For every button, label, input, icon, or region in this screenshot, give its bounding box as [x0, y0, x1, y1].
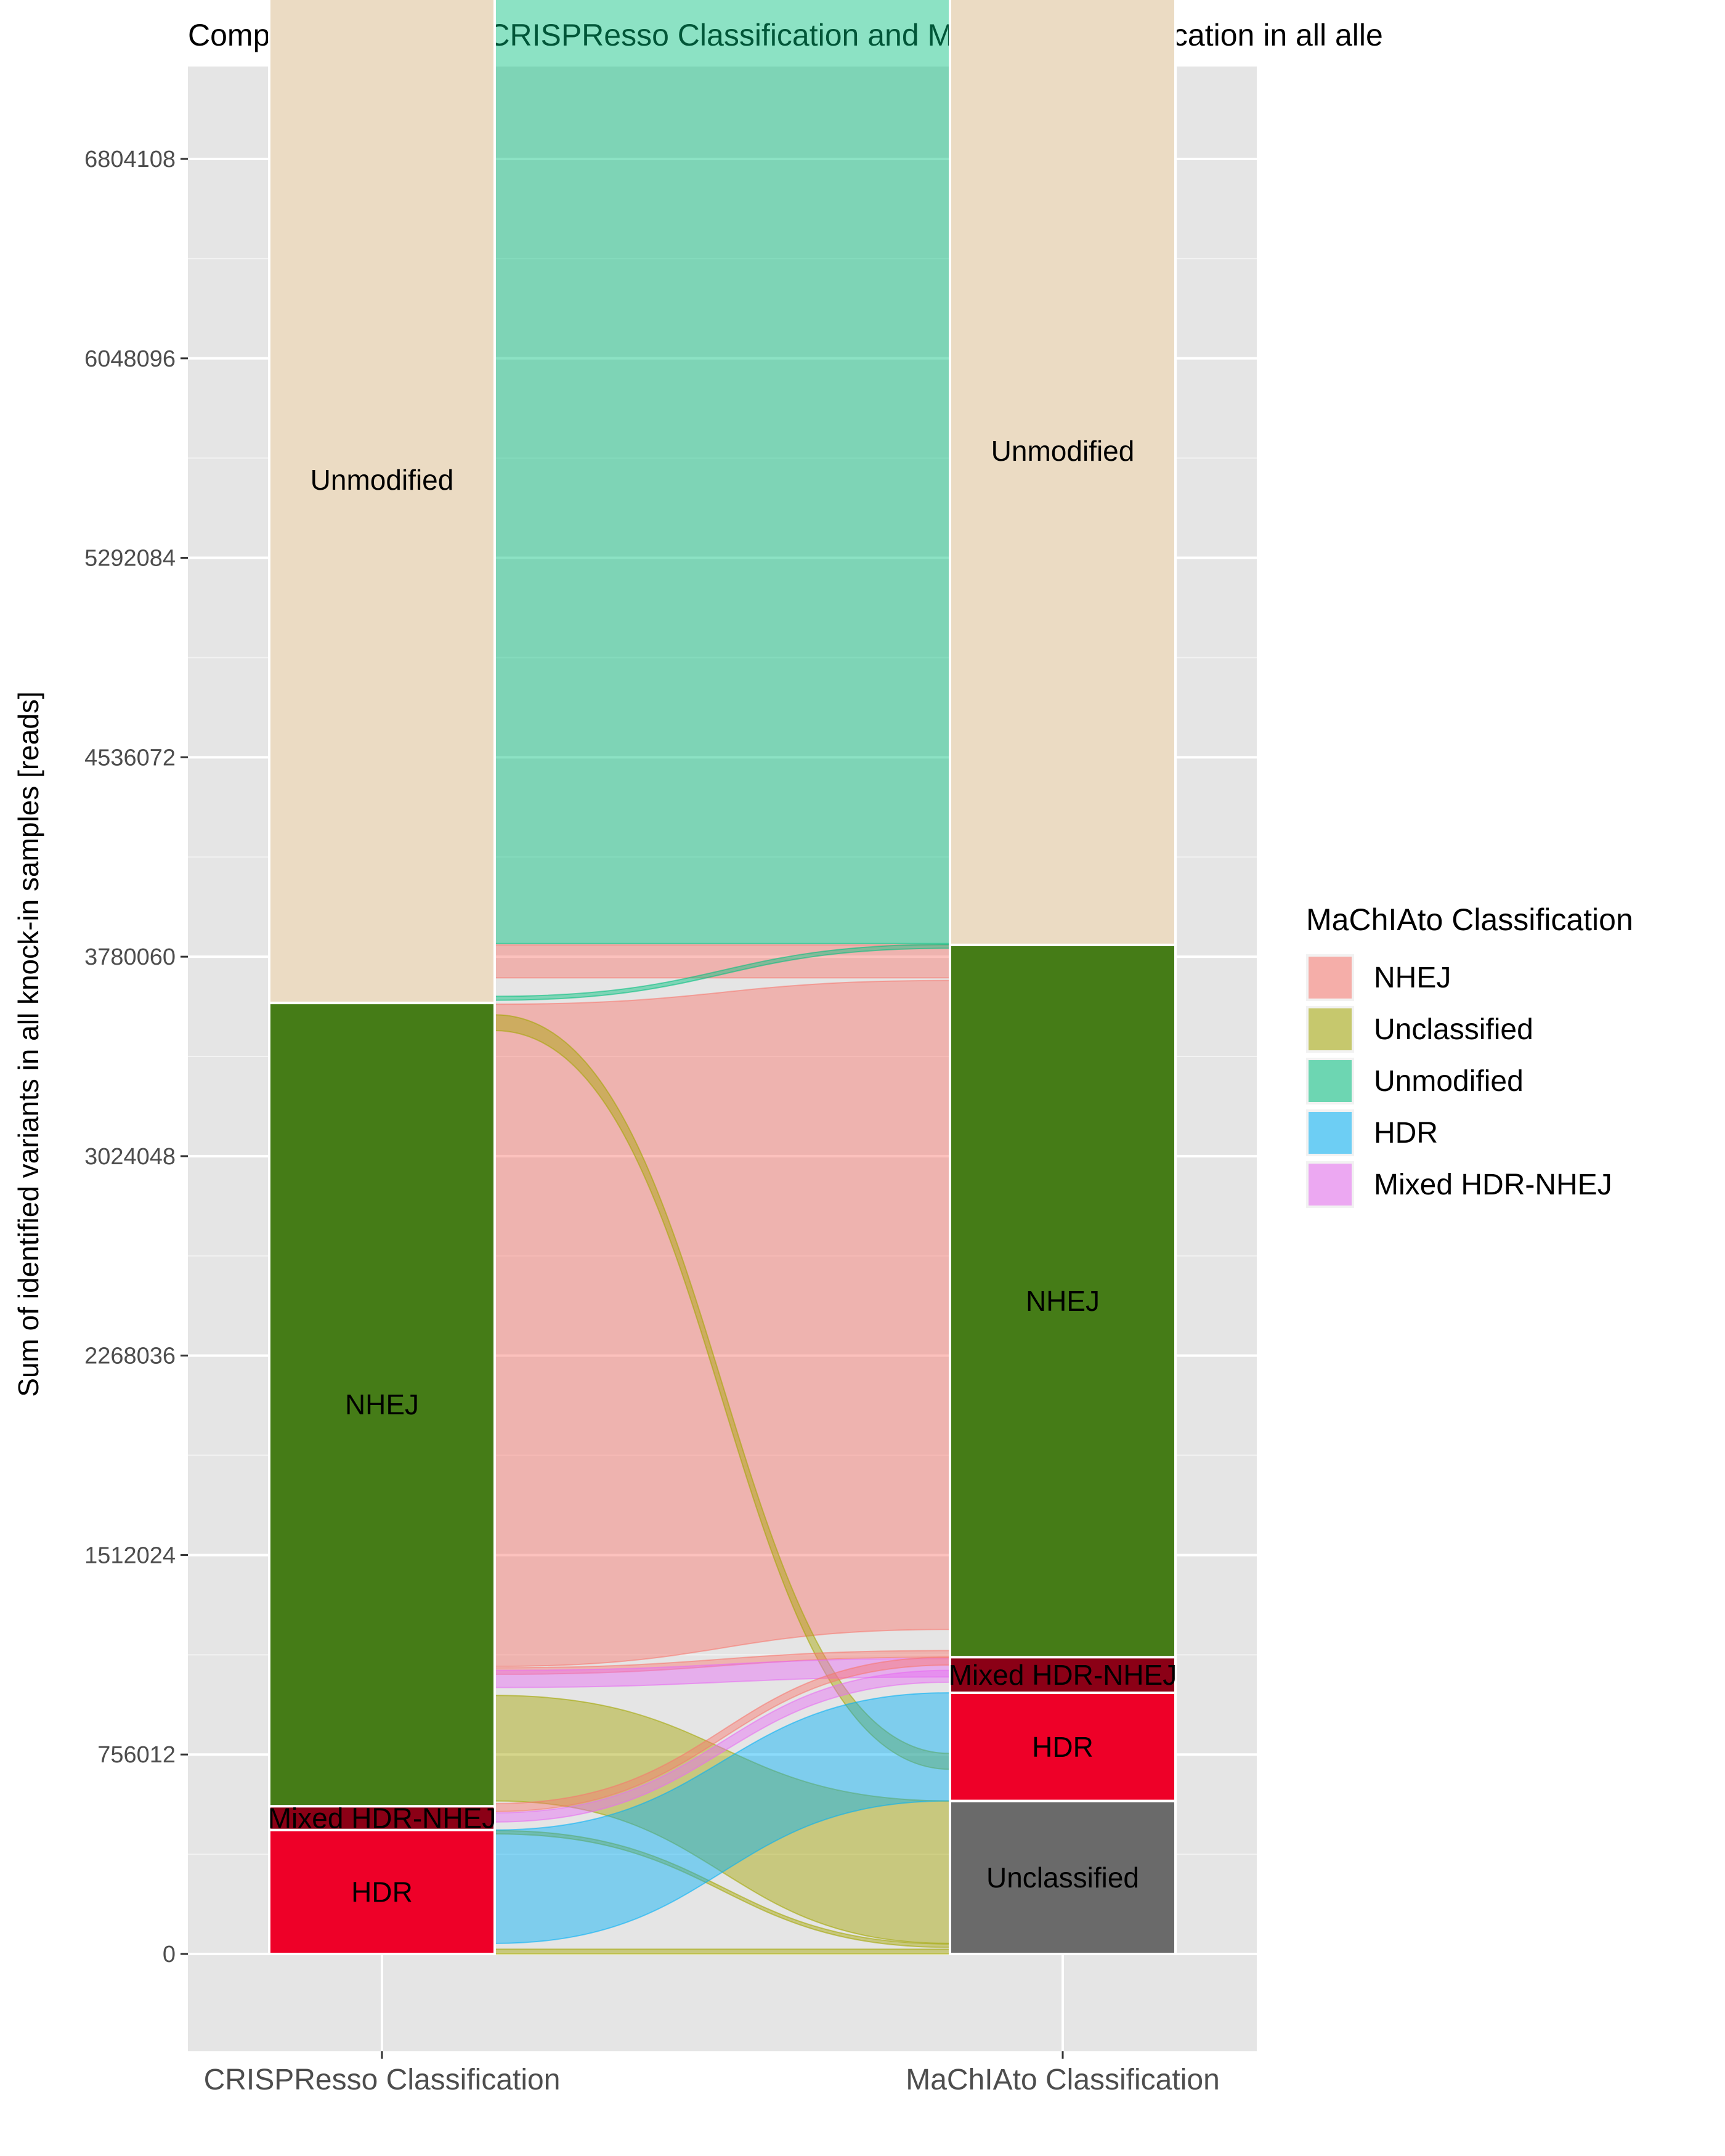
- x-tick-label: CRISPResso Classification: [204, 2064, 561, 2096]
- legend-label: Unclassified: [1374, 1013, 1533, 1046]
- legend-title: MaChIAto Classification: [1306, 902, 1633, 937]
- stratum-label: Mixed HDR-NHEJ: [949, 1659, 1177, 1691]
- legend-label: Unmodified: [1374, 1065, 1524, 1098]
- legend-swatch: [1309, 1112, 1352, 1154]
- y-tick-label: 5292084: [84, 546, 176, 572]
- stratum-label: Unclassified: [986, 1862, 1139, 1894]
- y-tick-label: 6804108: [84, 147, 176, 172]
- stratum-unmodified: [949, 0, 1177, 946]
- legend-label: Mixed HDR-NHEJ: [1374, 1169, 1612, 1201]
- stratum-label: NHEJ: [1026, 1285, 1100, 1317]
- y-tick-label: 0: [163, 1942, 176, 1968]
- stratum-label: Unmodified: [991, 435, 1135, 467]
- stratum-label: HDR: [351, 1876, 413, 1908]
- y-axis: 0 756012 1512024 2268036 3024048 3780060 45360…: [84, 147, 188, 1968]
- stratum-nhej: [268, 1002, 496, 1808]
- legend-swatch: [1309, 1008, 1352, 1050]
- y-tick-label: 2268036: [84, 1343, 176, 1369]
- legend-swatch: [1309, 957, 1352, 999]
- y-tick-label: 4536072: [84, 745, 176, 771]
- flow-unmodified: [494, 0, 951, 944]
- y-tick-label: 6048096: [84, 346, 176, 372]
- stratum-hdr: [268, 1828, 496, 1956]
- stratum-nhej: [949, 943, 1177, 1659]
- legend-swatch: [1309, 1060, 1352, 1102]
- x-axis: CRISPResso Classification MaChIAto Classi…: [204, 2051, 1220, 2096]
- stratum-label: NHEJ: [345, 1388, 419, 1420]
- y-tick-label: 3024048: [84, 1144, 176, 1170]
- legend-label: HDR: [1374, 1117, 1438, 1149]
- stratum-label: HDR: [1032, 1731, 1094, 1763]
- y-axis-title: Sum of identified variants in all knock-…: [12, 691, 44, 1396]
- legend: MaChIAto Classification NHEJ Unclassified…: [1306, 902, 1633, 1208]
- y-tick-label: 3780060: [84, 944, 176, 970]
- flow-nhej: [494, 979, 951, 1668]
- y-tick-label: 756012: [97, 1742, 176, 1768]
- strata: HDR Mixed HDR-NHEJ NHEJ Unmodified Unclassif…: [268, 0, 1177, 1956]
- legend-label: NHEJ: [1374, 962, 1451, 994]
- x-tick-label: MaChIAto Classification: [906, 2064, 1220, 2096]
- legend-swatch: [1309, 1164, 1352, 1206]
- flow-unclassified: [494, 1948, 951, 1955]
- y-tick-label: 1512024: [84, 1542, 176, 1568]
- stratum-mixed-hdr-nhej: [268, 1805, 496, 1831]
- stratum-unclassified: [949, 1799, 1177, 1956]
- flows: [494, 0, 951, 1955]
- stratum-mixed-hdr-nhej: [949, 1656, 1177, 1695]
- stratum-label: Unmodified: [310, 464, 454, 496]
- stratum-unmodified: [268, 0, 496, 1005]
- stratum-hdr: [949, 1692, 1177, 1802]
- stratum-label: Mixed HDR-NHEJ: [268, 1802, 497, 1834]
